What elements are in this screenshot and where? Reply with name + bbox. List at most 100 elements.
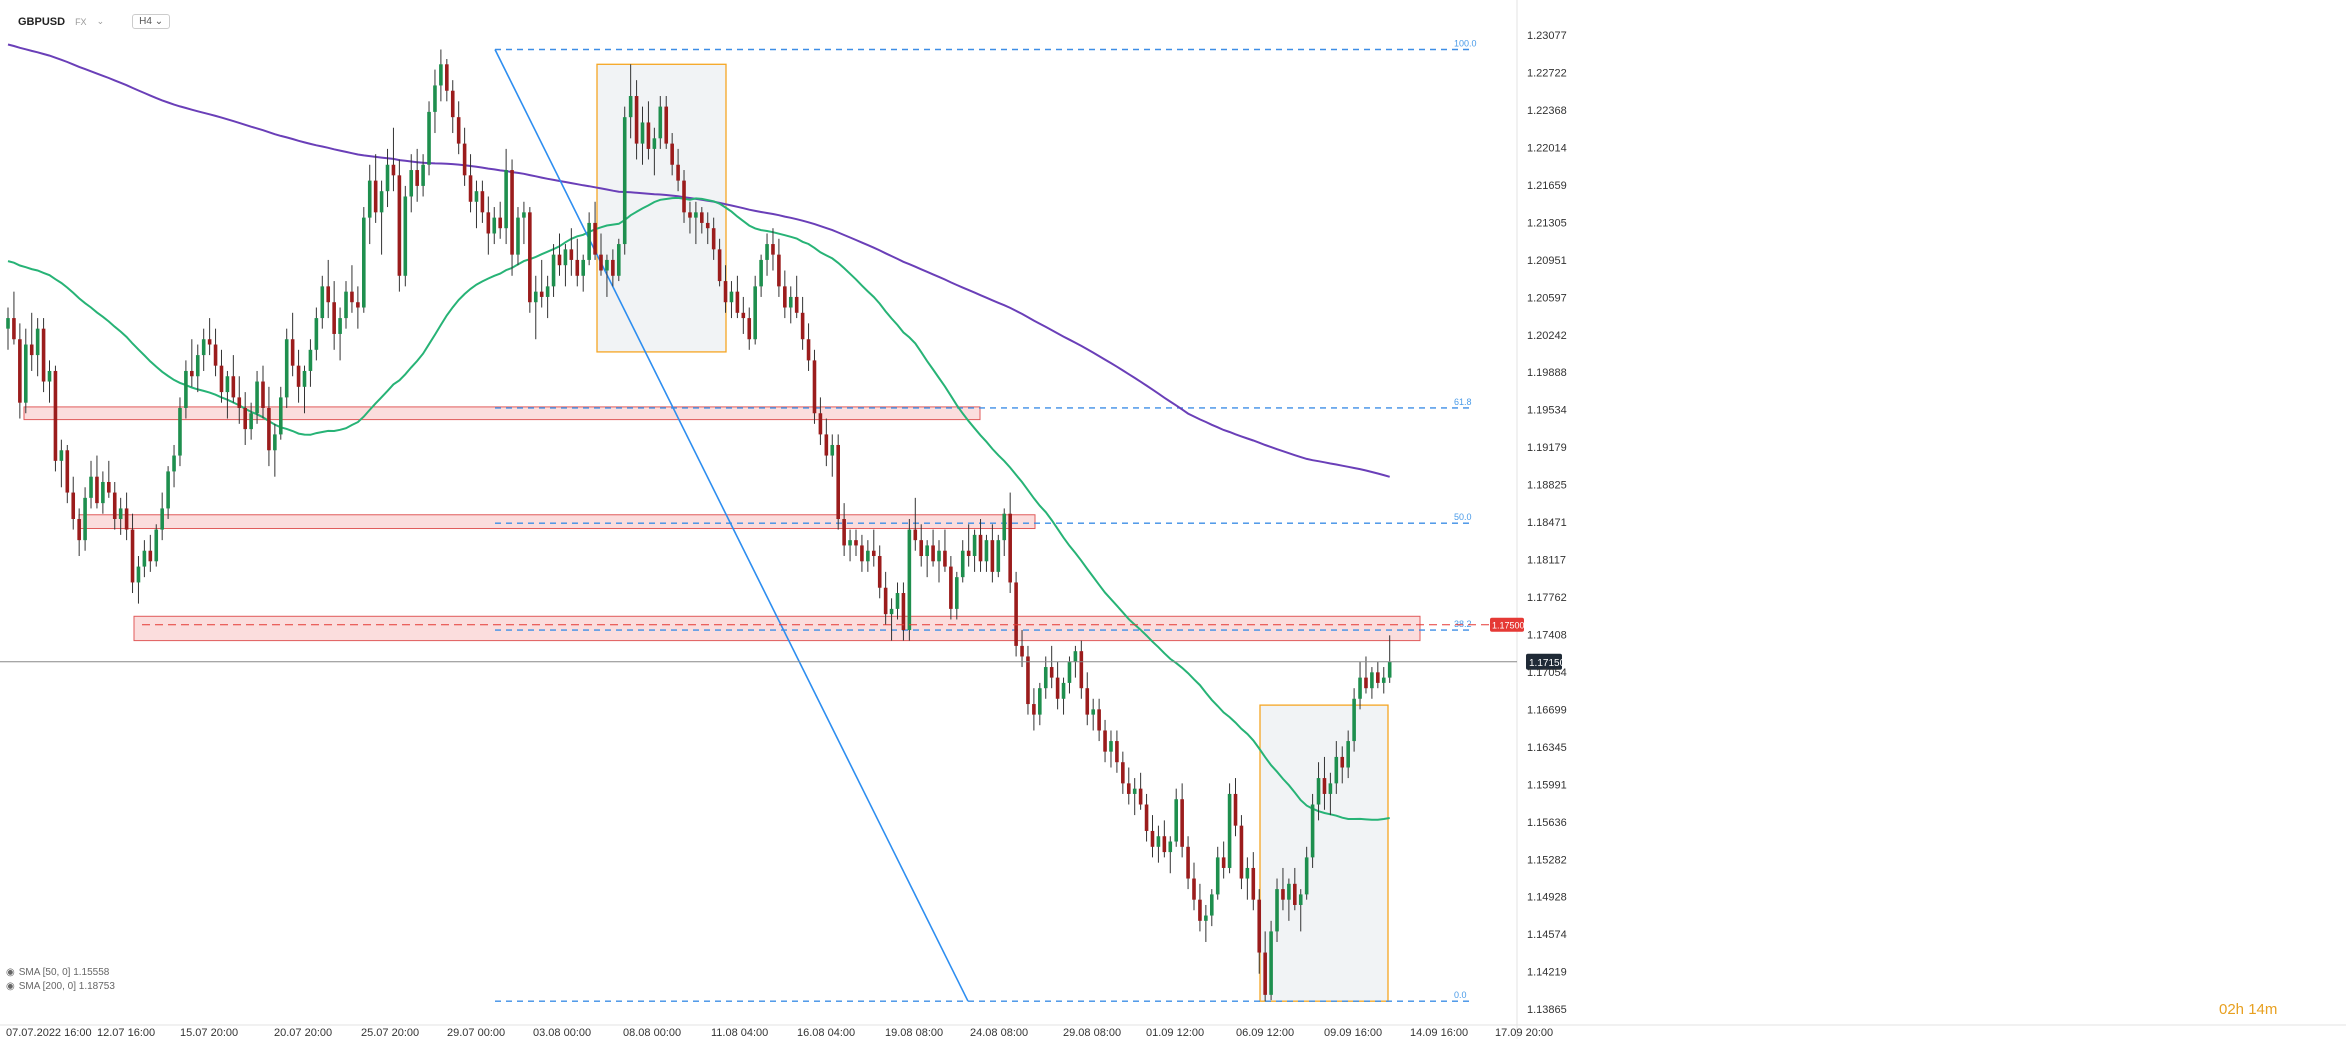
candle-body (267, 407, 271, 451)
candle-body (516, 217, 520, 255)
candle-body (379, 191, 384, 213)
candle-body (1239, 825, 1244, 879)
candle-body (195, 355, 200, 377)
timeframe-selector[interactable]: H4 ⌄ (132, 14, 171, 29)
y-tick-label: 1.20597 (1527, 292, 1567, 304)
candles (6, 49, 1392, 1002)
candle-body (705, 222, 710, 229)
candle-body (160, 508, 164, 530)
candle-body (1150, 830, 1155, 847)
candle-body (344, 291, 348, 319)
candle-body (889, 608, 894, 615)
x-tick-label: 06.09 12:00 (1236, 1027, 1294, 1039)
candle-body (1257, 899, 1262, 953)
candle-body (83, 497, 87, 541)
candle-body (836, 444, 840, 519)
candle-body (949, 566, 953, 609)
candle-body (231, 376, 236, 398)
candle-body (771, 244, 775, 255)
candle-body (539, 291, 544, 297)
legend-sma50[interactable]: ◉ SMA [50, 0] 1.15558 (6, 966, 115, 980)
x-tick-label: 20.07 20:00 (274, 1027, 332, 1039)
candle-body (1097, 709, 1101, 731)
candle-body (77, 519, 81, 541)
x-tick-label: 09.09 16:00 (1324, 1027, 1382, 1039)
timeframe-label: H4 (139, 16, 152, 27)
y-tick-label: 1.14928 (1527, 892, 1567, 904)
candle-body (1014, 582, 1018, 646)
candle-body (1061, 682, 1066, 699)
candle-body (563, 249, 568, 266)
candle-body (403, 196, 408, 276)
candle-body (895, 593, 900, 609)
candle-body (777, 254, 781, 287)
candle-body (676, 164, 680, 181)
candle-body (456, 117, 461, 144)
symbol-selector[interactable]: GBPUSD (18, 15, 66, 28)
x-tick-label: 29.07 00:00 (447, 1027, 505, 1039)
x-tick-label: 03.08 00:00 (533, 1027, 591, 1039)
candle-body (806, 339, 811, 361)
candle-body (1298, 894, 1303, 905)
chevron-down-icon[interactable]: ⌄ (96, 16, 105, 26)
candle-body (522, 212, 526, 218)
candle-body (818, 413, 823, 435)
candle-body (154, 529, 159, 562)
candle-body (1079, 651, 1084, 689)
candle-body (1055, 677, 1060, 699)
candle-body (943, 550, 947, 567)
candle-body (35, 328, 40, 356)
candle-body (201, 339, 206, 356)
x-tick-label: 12.07 16:00 (97, 1027, 155, 1039)
y-tick-label: 1.13865 (1527, 1004, 1567, 1016)
candle-body (498, 217, 502, 229)
candle-body (1322, 778, 1327, 794)
candle-body (439, 64, 443, 86)
candle-body (996, 540, 1001, 572)
current-price-tag (1526, 653, 1562, 670)
candle-body (510, 170, 514, 255)
candle-body (12, 318, 16, 340)
candle-body (1038, 688, 1042, 715)
candle-body (1008, 513, 1012, 583)
candle-body (273, 434, 277, 451)
candle-body (148, 550, 153, 562)
y-tick-label: 1.23077 (1527, 30, 1567, 42)
candle-body (421, 164, 425, 186)
legend-sma200-text: SMA [200, 0] 1.18753 (18, 981, 115, 992)
x-tick-label: 16.08 04:00 (797, 1027, 855, 1039)
candle-body (800, 312, 805, 340)
x-tick-label: 24.08 08:00 (970, 1027, 1028, 1039)
eye-icon[interactable]: ◉ (6, 967, 15, 978)
indicator-legend: ◉ SMA [50, 0] 1.15558 ◉ SMA [200, 0] 1.187… (6, 966, 115, 994)
candle-body (284, 339, 289, 398)
candle-body (955, 577, 959, 609)
candle-body (6, 318, 10, 329)
resistance-zone (133, 615, 1421, 642)
candle-body (53, 370, 58, 461)
candle-body (1209, 894, 1214, 916)
y-tick-label: 1.19888 (1527, 367, 1567, 379)
candle-body (1346, 741, 1350, 768)
candle-body (261, 381, 265, 408)
candle-body (854, 540, 858, 546)
candle-body (433, 85, 437, 112)
y-tick-label: 1.21659 (1527, 180, 1567, 192)
x-tick-label: 07.07.2022 16:00 (6, 1027, 92, 1039)
candle-body (1263, 952, 1267, 995)
candle-body (1026, 656, 1030, 705)
candle-body (1115, 741, 1119, 763)
candle-body (1358, 677, 1362, 699)
candle-body (984, 540, 989, 562)
fib-level-label: 61.8 (1454, 397, 1472, 407)
y-tick-label: 1.22368 (1527, 105, 1567, 117)
candle-body (528, 212, 532, 303)
chart-header: GBPUSD FX ⌄ H4 ⌄ (18, 14, 171, 29)
candle-body (616, 244, 621, 276)
legend-sma200[interactable]: ◉ SMA [200, 0] 1.18753 (6, 980, 115, 994)
eye-icon[interactable]: ◉ (6, 981, 15, 992)
y-tick-label: 1.19179 (1527, 442, 1567, 454)
x-tick-label: 11.08 04:00 (711, 1027, 768, 1039)
candle-body (415, 170, 419, 186)
